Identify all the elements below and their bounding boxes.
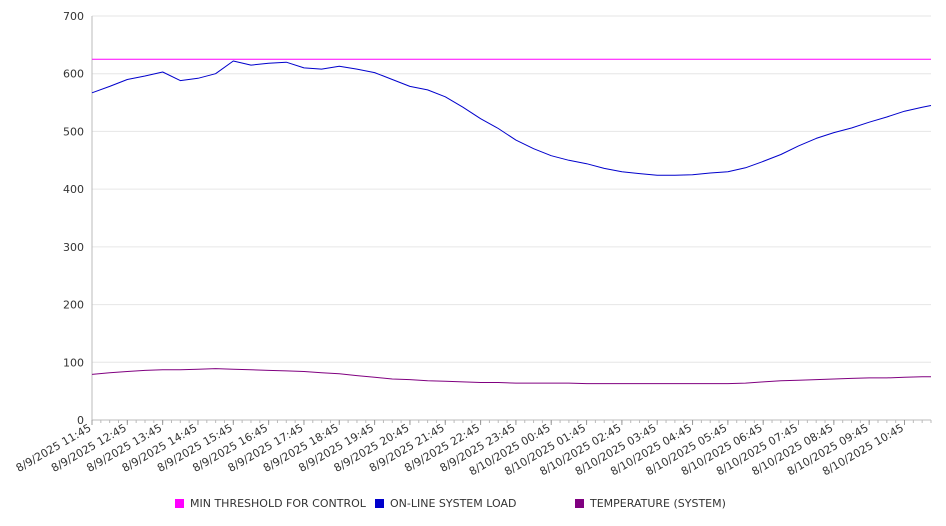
series-line-load bbox=[91, 60, 932, 176]
legend-item-threshold[interactable]: MIN THRESHOLD FOR CONTROL bbox=[175, 497, 366, 510]
legend-swatch-temperature bbox=[575, 499, 584, 508]
y-tick-label: 200 bbox=[63, 299, 84, 312]
legend-swatch-threshold bbox=[175, 499, 184, 508]
legend-item-temperature[interactable]: TEMPERATURE (SYSTEM) bbox=[575, 497, 726, 510]
y-tick-label: 300 bbox=[63, 241, 84, 254]
y-tick-label: 500 bbox=[63, 125, 84, 138]
y-tick-label: 400 bbox=[63, 183, 84, 196]
y-tick-label: 600 bbox=[63, 68, 84, 81]
chart-legend: MIN THRESHOLD FOR CONTROL ON-LINE SYSTEM… bbox=[0, 497, 946, 515]
legend-label-temperature: TEMPERATURE (SYSTEM) bbox=[590, 497, 726, 510]
series-line-temperature bbox=[91, 368, 931, 385]
legend-swatch-load bbox=[375, 499, 384, 508]
legend-label-load: ON-LINE SYSTEM LOAD bbox=[390, 497, 517, 510]
y-tick-label: 700 bbox=[63, 10, 84, 23]
y-tick-label: 0 bbox=[77, 414, 84, 427]
legend-item-load[interactable]: ON-LINE SYSTEM LOAD bbox=[375, 497, 516, 510]
y-tick-label: 100 bbox=[63, 356, 84, 369]
legend-label-threshold: MIN THRESHOLD FOR CONTROL bbox=[190, 497, 366, 510]
